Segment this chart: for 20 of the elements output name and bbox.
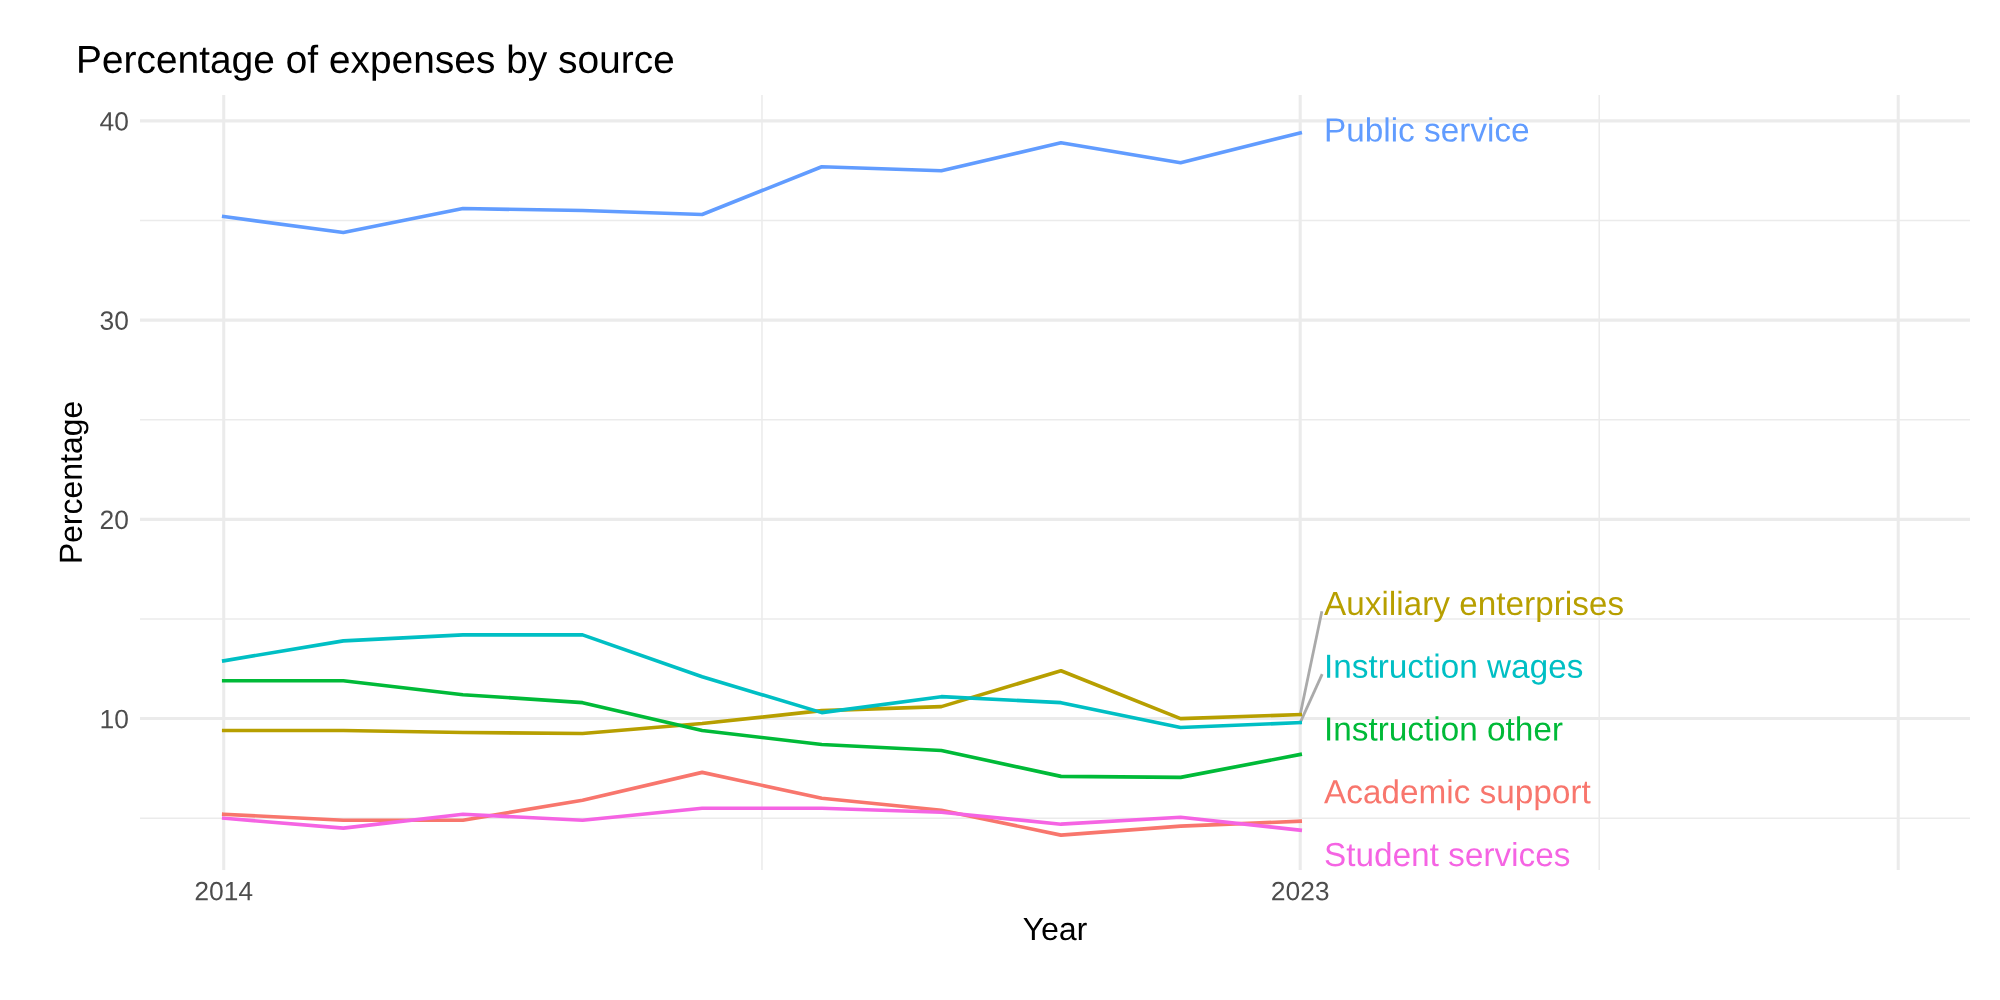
line-series xyxy=(221,131,1303,235)
x-tick-label: 2014 xyxy=(195,881,253,901)
series-label: Instruction other xyxy=(1327,716,1563,741)
line-series xyxy=(221,678,1303,780)
series-label: Student services xyxy=(1325,841,1570,867)
series-label: Instruction wages xyxy=(1327,653,1583,685)
y-tick-label: 30 xyxy=(100,311,128,330)
y-tick-label: 10 xyxy=(101,709,128,729)
chart-title: Percentage of expenses by source xyxy=(79,44,674,81)
y-tick-label: 40 xyxy=(100,112,128,131)
line-series xyxy=(221,668,1303,736)
line-series xyxy=(221,806,1303,832)
series-label: Academic support xyxy=(1324,779,1591,811)
text: Auxiliary enterprises xyxy=(1324,590,1623,622)
x-tick-label: 2023 xyxy=(1272,881,1329,901)
y-tick-label: 20 xyxy=(100,510,128,530)
series-label: Public service xyxy=(1326,117,1529,142)
y-axis-title: Percentage xyxy=(59,402,89,562)
x-axis-title: Year xyxy=(1023,917,1087,941)
line-series xyxy=(221,633,1303,730)
